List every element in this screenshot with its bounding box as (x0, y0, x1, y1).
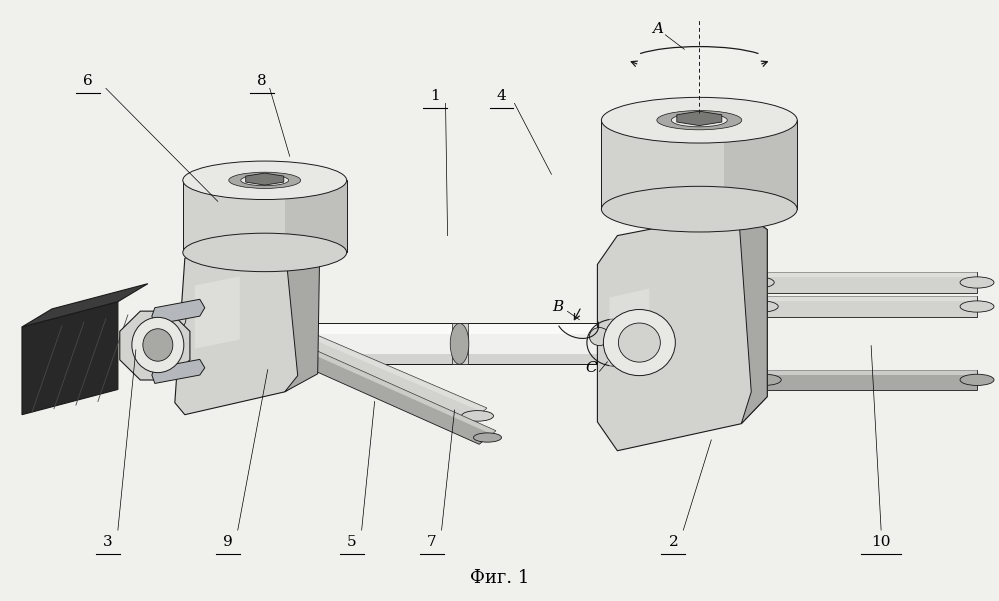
Polygon shape (295, 354, 649, 364)
Ellipse shape (671, 114, 727, 127)
Polygon shape (761, 296, 977, 302)
Text: 8: 8 (257, 74, 267, 88)
Polygon shape (267, 336, 496, 444)
Polygon shape (739, 212, 767, 424)
Polygon shape (285, 234, 320, 392)
Polygon shape (152, 359, 205, 383)
Polygon shape (597, 212, 767, 451)
Polygon shape (246, 173, 284, 185)
Text: 5: 5 (347, 535, 357, 549)
Polygon shape (757, 272, 977, 293)
Text: 2: 2 (668, 535, 678, 549)
Ellipse shape (183, 233, 347, 272)
Ellipse shape (451, 323, 469, 364)
Ellipse shape (960, 301, 994, 312)
Ellipse shape (589, 328, 609, 346)
Polygon shape (120, 311, 190, 380)
Polygon shape (195, 276, 240, 349)
Polygon shape (22, 302, 118, 415)
Polygon shape (295, 323, 649, 364)
Text: B: B (551, 299, 563, 314)
Ellipse shape (474, 433, 501, 442)
Polygon shape (761, 296, 977, 317)
Ellipse shape (143, 329, 173, 361)
Text: C: C (585, 361, 597, 375)
Polygon shape (256, 317, 487, 424)
Text: 7: 7 (427, 535, 437, 549)
Polygon shape (609, 288, 649, 367)
Ellipse shape (747, 374, 781, 385)
Ellipse shape (740, 277, 774, 288)
Ellipse shape (744, 301, 778, 312)
Ellipse shape (164, 310, 186, 329)
Text: 9: 9 (223, 535, 233, 549)
Ellipse shape (132, 317, 184, 373)
Text: 4: 4 (497, 89, 506, 103)
Ellipse shape (286, 323, 304, 364)
Ellipse shape (261, 338, 289, 347)
Text: 1: 1 (430, 89, 440, 103)
Polygon shape (175, 234, 312, 415)
Ellipse shape (960, 277, 994, 288)
Ellipse shape (618, 323, 660, 362)
Ellipse shape (960, 374, 994, 385)
Ellipse shape (657, 111, 741, 130)
Polygon shape (183, 180, 347, 252)
Ellipse shape (601, 97, 797, 143)
Polygon shape (757, 272, 977, 278)
Text: A: A (651, 22, 663, 36)
Ellipse shape (249, 319, 281, 330)
Ellipse shape (183, 161, 347, 200)
Polygon shape (723, 120, 797, 209)
Ellipse shape (640, 323, 658, 364)
Ellipse shape (462, 410, 494, 421)
Polygon shape (270, 317, 487, 412)
Polygon shape (279, 336, 496, 434)
Text: Фиг. 1: Фиг. 1 (470, 569, 529, 587)
Ellipse shape (603, 310, 675, 376)
Polygon shape (764, 370, 977, 375)
Polygon shape (152, 299, 205, 325)
Text: 10: 10 (871, 535, 891, 549)
Polygon shape (452, 323, 468, 364)
Polygon shape (676, 111, 722, 126)
Ellipse shape (601, 186, 797, 232)
Ellipse shape (241, 175, 289, 186)
Polygon shape (22, 284, 148, 327)
Polygon shape (286, 180, 347, 252)
Polygon shape (295, 323, 649, 334)
Text: 3: 3 (103, 535, 113, 549)
Ellipse shape (229, 172, 301, 189)
Polygon shape (764, 370, 977, 390)
Polygon shape (601, 120, 797, 209)
Text: 6: 6 (83, 74, 93, 88)
